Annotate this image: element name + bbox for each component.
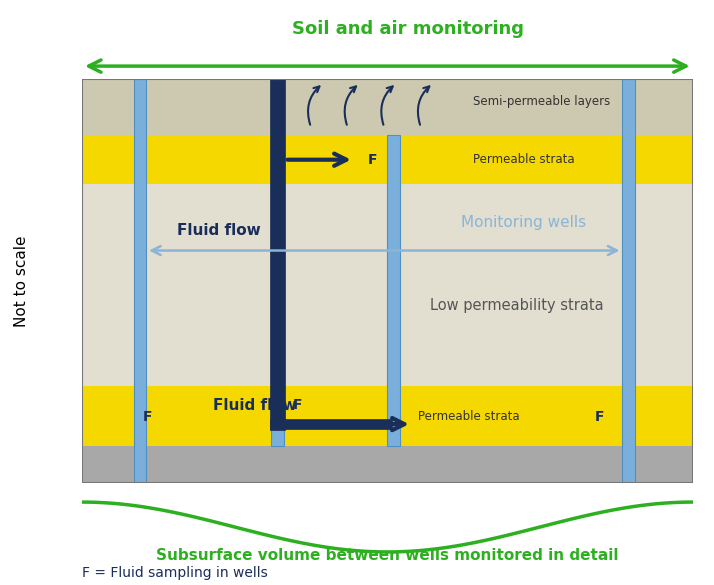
Bar xyxy=(134,79,146,483)
Text: Monitoring wells: Monitoring wells xyxy=(461,215,585,230)
Text: Permeable strata: Permeable strata xyxy=(473,153,575,166)
Text: Permeable strata: Permeable strata xyxy=(418,410,520,422)
Text: Subsurface volume between wells monitored in detail: Subsurface volume between wells monitore… xyxy=(156,548,618,563)
Text: Not to scale: Not to scale xyxy=(14,235,29,326)
Bar xyxy=(82,446,693,483)
Text: Fluid flow: Fluid flow xyxy=(213,398,297,414)
Bar xyxy=(82,136,693,184)
Text: F: F xyxy=(368,153,377,167)
Bar xyxy=(387,136,400,446)
Text: F = Fluid sampling in wells: F = Fluid sampling in wells xyxy=(82,566,268,580)
Text: Semi-permeable layers: Semi-permeable layers xyxy=(473,95,610,108)
Bar xyxy=(270,419,392,429)
Bar xyxy=(271,136,283,446)
Text: F: F xyxy=(595,410,604,424)
Text: Low permeability strata: Low permeability strata xyxy=(430,298,604,312)
Bar xyxy=(270,79,285,430)
Bar xyxy=(82,184,693,386)
Text: F: F xyxy=(143,410,153,424)
Text: Soil and air monitoring: Soil and air monitoring xyxy=(293,20,524,38)
Bar xyxy=(623,79,635,483)
Bar xyxy=(82,79,693,136)
Text: Fluid flow: Fluid flow xyxy=(177,223,261,238)
Bar xyxy=(82,386,693,446)
Text: F: F xyxy=(293,398,302,412)
